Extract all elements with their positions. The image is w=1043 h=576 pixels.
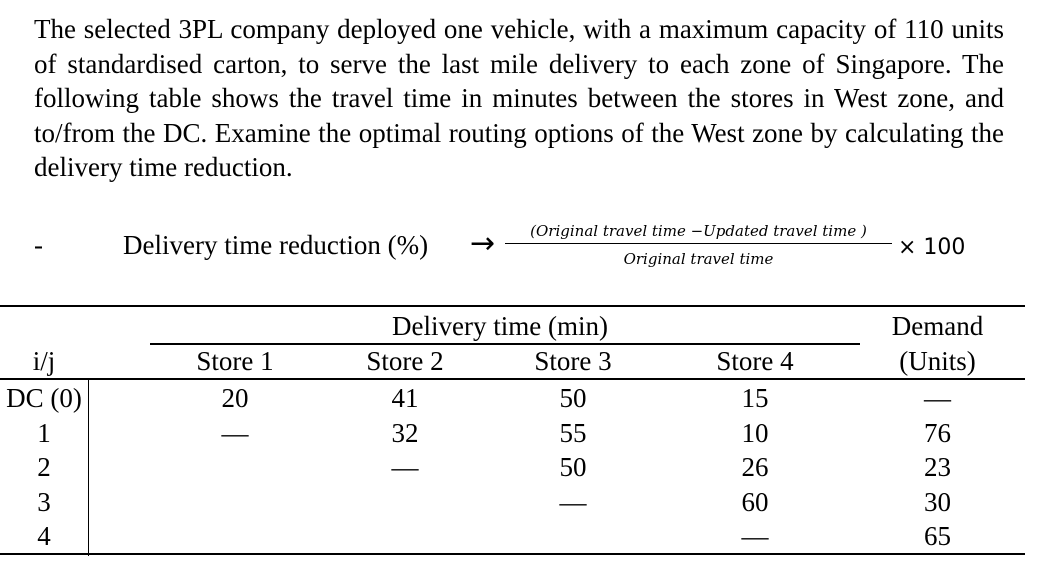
formula-block: - Delivery time reduction (%) → (Origina… (0, 222, 1043, 282)
formula-fraction: (Original travel time −Updated travel ti… (505, 222, 892, 268)
column-header-store-1: Store 1 (196, 346, 274, 376)
demand-cell: 23 (924, 452, 951, 482)
row-label-divider (88, 380, 89, 556)
bullet-dash: - (34, 230, 43, 260)
table-top-rule (0, 305, 1025, 307)
formula-denominator: Original travel time (623, 250, 774, 268)
row-label: 2 (37, 452, 51, 482)
row-label: DC (0) (6, 383, 82, 413)
problem-paragraph: The selected 3PL company deployed one ve… (34, 14, 1004, 182)
group-header: Delivery time (min) (392, 311, 608, 341)
table-cell: — (741, 521, 769, 551)
row-label: 4 (37, 521, 51, 551)
demand-cell: 65 (924, 521, 951, 551)
table-cell: 50 (559, 383, 587, 413)
formula-multiplier: × 100 (898, 235, 966, 260)
table-cell: 10 (741, 418, 769, 448)
table-cell: 50 (559, 452, 587, 482)
demand-cell: — (924, 383, 951, 413)
row-label: 3 (37, 487, 51, 517)
formula-label: Delivery time reduction (%) (123, 230, 429, 260)
table-cell: — (391, 452, 419, 482)
column-header-store-4: Store 4 (716, 346, 794, 376)
table-cell: — (221, 418, 249, 448)
table-cell: — (559, 487, 587, 517)
table-cell: 26 (741, 452, 769, 482)
demand-header-line1: Demand (891, 311, 984, 341)
table-cell: 60 (741, 487, 769, 517)
table-cell: 41 (391, 383, 419, 413)
right-arrow-icon: → (470, 226, 496, 261)
header-bottom-rule (0, 378, 1025, 380)
demand-header-line2: (Units) (899, 346, 976, 376)
column-header-store-3: Store 3 (534, 346, 612, 376)
table-cell: 20 (221, 383, 249, 413)
row-label: 1 (37, 418, 51, 448)
group-header-rule (150, 343, 860, 345)
table-cell: 15 (741, 383, 769, 413)
column-header-store-2: Store 2 (366, 346, 444, 376)
table-cell: 55 (559, 418, 587, 448)
demand-cell: 76 (924, 418, 951, 448)
table-bottom-rule (0, 553, 1025, 555)
table-cell: 32 (391, 418, 419, 448)
demand-cell: 30 (924, 487, 951, 517)
formula-numerator: (Original travel time −Updated travel ti… (505, 222, 892, 244)
column-header-ij: i/j (32, 346, 56, 376)
